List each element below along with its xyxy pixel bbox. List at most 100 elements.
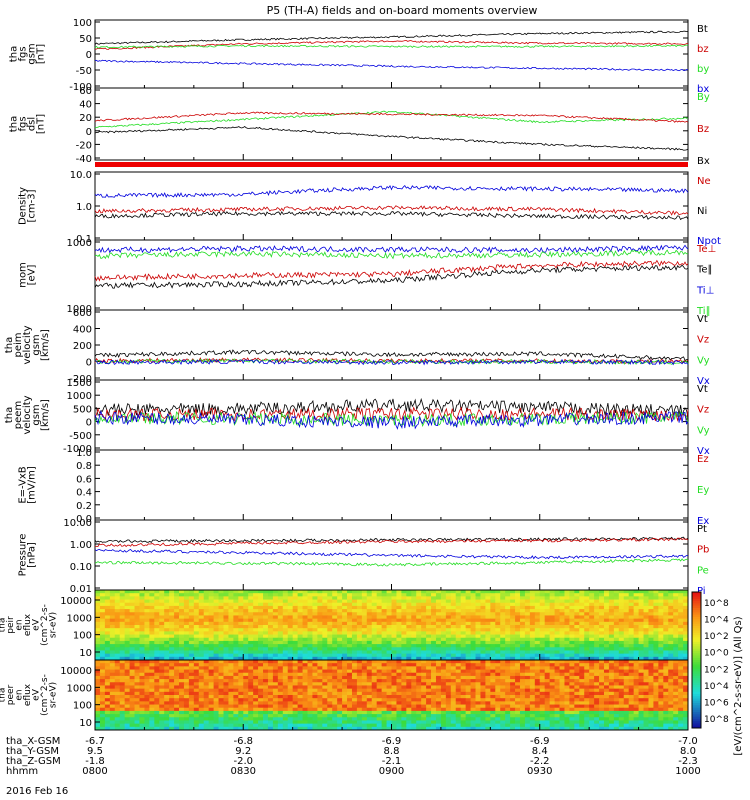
spectrogram-cell	[119, 663, 126, 667]
spectrogram-cell	[292, 628, 299, 632]
spectrogram-cell	[292, 602, 299, 607]
spectrogram-cell	[460, 698, 467, 702]
spectrogram-cell	[455, 710, 462, 715]
spectrogram-cell	[524, 663, 531, 667]
spectrogram-cell	[159, 599, 165, 604]
spectrogram-cell	[332, 605, 338, 610]
spectrogram-cell	[317, 593, 323, 597]
spectrogram-cell	[623, 615, 630, 620]
spectrogram-cell	[174, 672, 180, 677]
spectrogram-cell	[426, 660, 432, 664]
spectrogram-cell	[208, 621, 214, 626]
legend-by: by	[697, 64, 709, 75]
spectrogram-cell	[524, 653, 531, 658]
spectrogram-cell	[263, 701, 269, 705]
spectrogram-cell	[213, 628, 219, 632]
spectrogram-cell	[678, 625, 684, 629]
spectrogram-cell	[663, 618, 669, 623]
spectrogram-cell	[440, 647, 447, 651]
spectrogram-cell	[134, 634, 140, 639]
spectrogram-cell	[376, 695, 383, 699]
spectrogram-cell	[297, 691, 303, 696]
spectrogram-cell	[139, 663, 145, 667]
spectrogram-cell	[243, 679, 249, 683]
spectrogram-cell	[223, 621, 229, 626]
spectrogram-cell	[623, 593, 630, 597]
spectrogram-cell	[109, 640, 116, 645]
spectrogram-cell	[213, 609, 219, 613]
spectrogram-cell	[589, 656, 595, 661]
spectrogram-cell	[495, 615, 501, 620]
spectrogram-cell	[603, 701, 610, 705]
spectrogram-cell	[99, 634, 106, 639]
spectrogram-cell	[134, 653, 140, 658]
spectrogram-cell	[233, 679, 239, 683]
spectrogram-cell	[351, 640, 358, 645]
spectrogram-cell	[411, 710, 417, 715]
spectrogram-cell	[164, 590, 170, 594]
spectrogram-cell	[129, 660, 135, 664]
spectrogram-cell	[109, 688, 116, 693]
spectrogram-cell	[149, 621, 155, 626]
spectrogram-cell	[134, 640, 140, 645]
spectrogram-cell	[653, 605, 659, 610]
spectrogram-cell	[638, 682, 644, 686]
spectrogram-cell	[376, 707, 383, 712]
spectrogram-cell	[623, 695, 630, 699]
spectrogram-cell	[272, 666, 279, 670]
spectrogram-cell	[297, 701, 303, 705]
spectrogram-cell	[643, 609, 649, 613]
spectrogram-cell	[317, 605, 323, 610]
spectrogram-cell	[628, 615, 635, 620]
spectrogram-cell	[351, 666, 358, 670]
spectrogram-cell	[505, 672, 511, 677]
spectrogram-cell	[203, 637, 210, 642]
spectrogram-cell	[213, 698, 219, 702]
spectrogram-cell	[238, 631, 244, 635]
spectrogram-cell	[317, 663, 323, 667]
spectrogram-cell	[628, 695, 635, 699]
spectrogram-cell	[549, 612, 555, 616]
spectrogram-cell	[673, 615, 679, 620]
spectrogram-cell	[233, 631, 239, 635]
spectrogram-cell	[287, 628, 294, 632]
spectrogram-cell	[475, 605, 481, 610]
spectrogram-cell	[648, 644, 654, 648]
spectrogram-cell	[381, 710, 387, 715]
spectrogram-cell	[564, 653, 570, 658]
spectrogram-cell	[678, 618, 684, 623]
spectrogram-cell	[470, 593, 476, 597]
spectrogram-cell	[347, 682, 353, 686]
spectrogram-cell	[559, 634, 565, 639]
spectrogram-cell	[297, 698, 303, 702]
spectrogram-cell	[643, 660, 649, 664]
spectrogram-cell	[539, 637, 546, 642]
spectrogram-cell	[524, 660, 531, 664]
spectrogram-cell	[287, 637, 294, 642]
spectrogram-cell	[327, 634, 333, 639]
spectrogram-cell	[584, 679, 590, 683]
spectrogram-cell	[470, 650, 476, 655]
spectrogram-cell	[559, 590, 565, 594]
spectrogram-cell	[396, 669, 402, 674]
spectrogram-cell	[485, 631, 491, 635]
spectrogram-cell	[431, 679, 437, 683]
spectrogram-cell	[312, 675, 318, 680]
spectrogram-cell	[149, 701, 155, 705]
spectrogram-cell	[297, 640, 303, 645]
spectrogram-cell	[668, 695, 674, 699]
spectrogram-cell	[174, 634, 180, 639]
spectrogram-cell	[179, 590, 185, 594]
spectrogram-cell	[322, 669, 328, 674]
spectrogram-cell	[366, 590, 373, 594]
spectrogram-cell	[608, 590, 615, 594]
spectrogram-cell	[421, 596, 427, 600]
spectrogram-cell	[312, 691, 318, 696]
spectrogram-cell	[435, 637, 442, 642]
spectrogram-cell	[134, 666, 140, 670]
spectrogram-cell	[213, 656, 219, 661]
spectrogram-cell	[505, 685, 511, 690]
